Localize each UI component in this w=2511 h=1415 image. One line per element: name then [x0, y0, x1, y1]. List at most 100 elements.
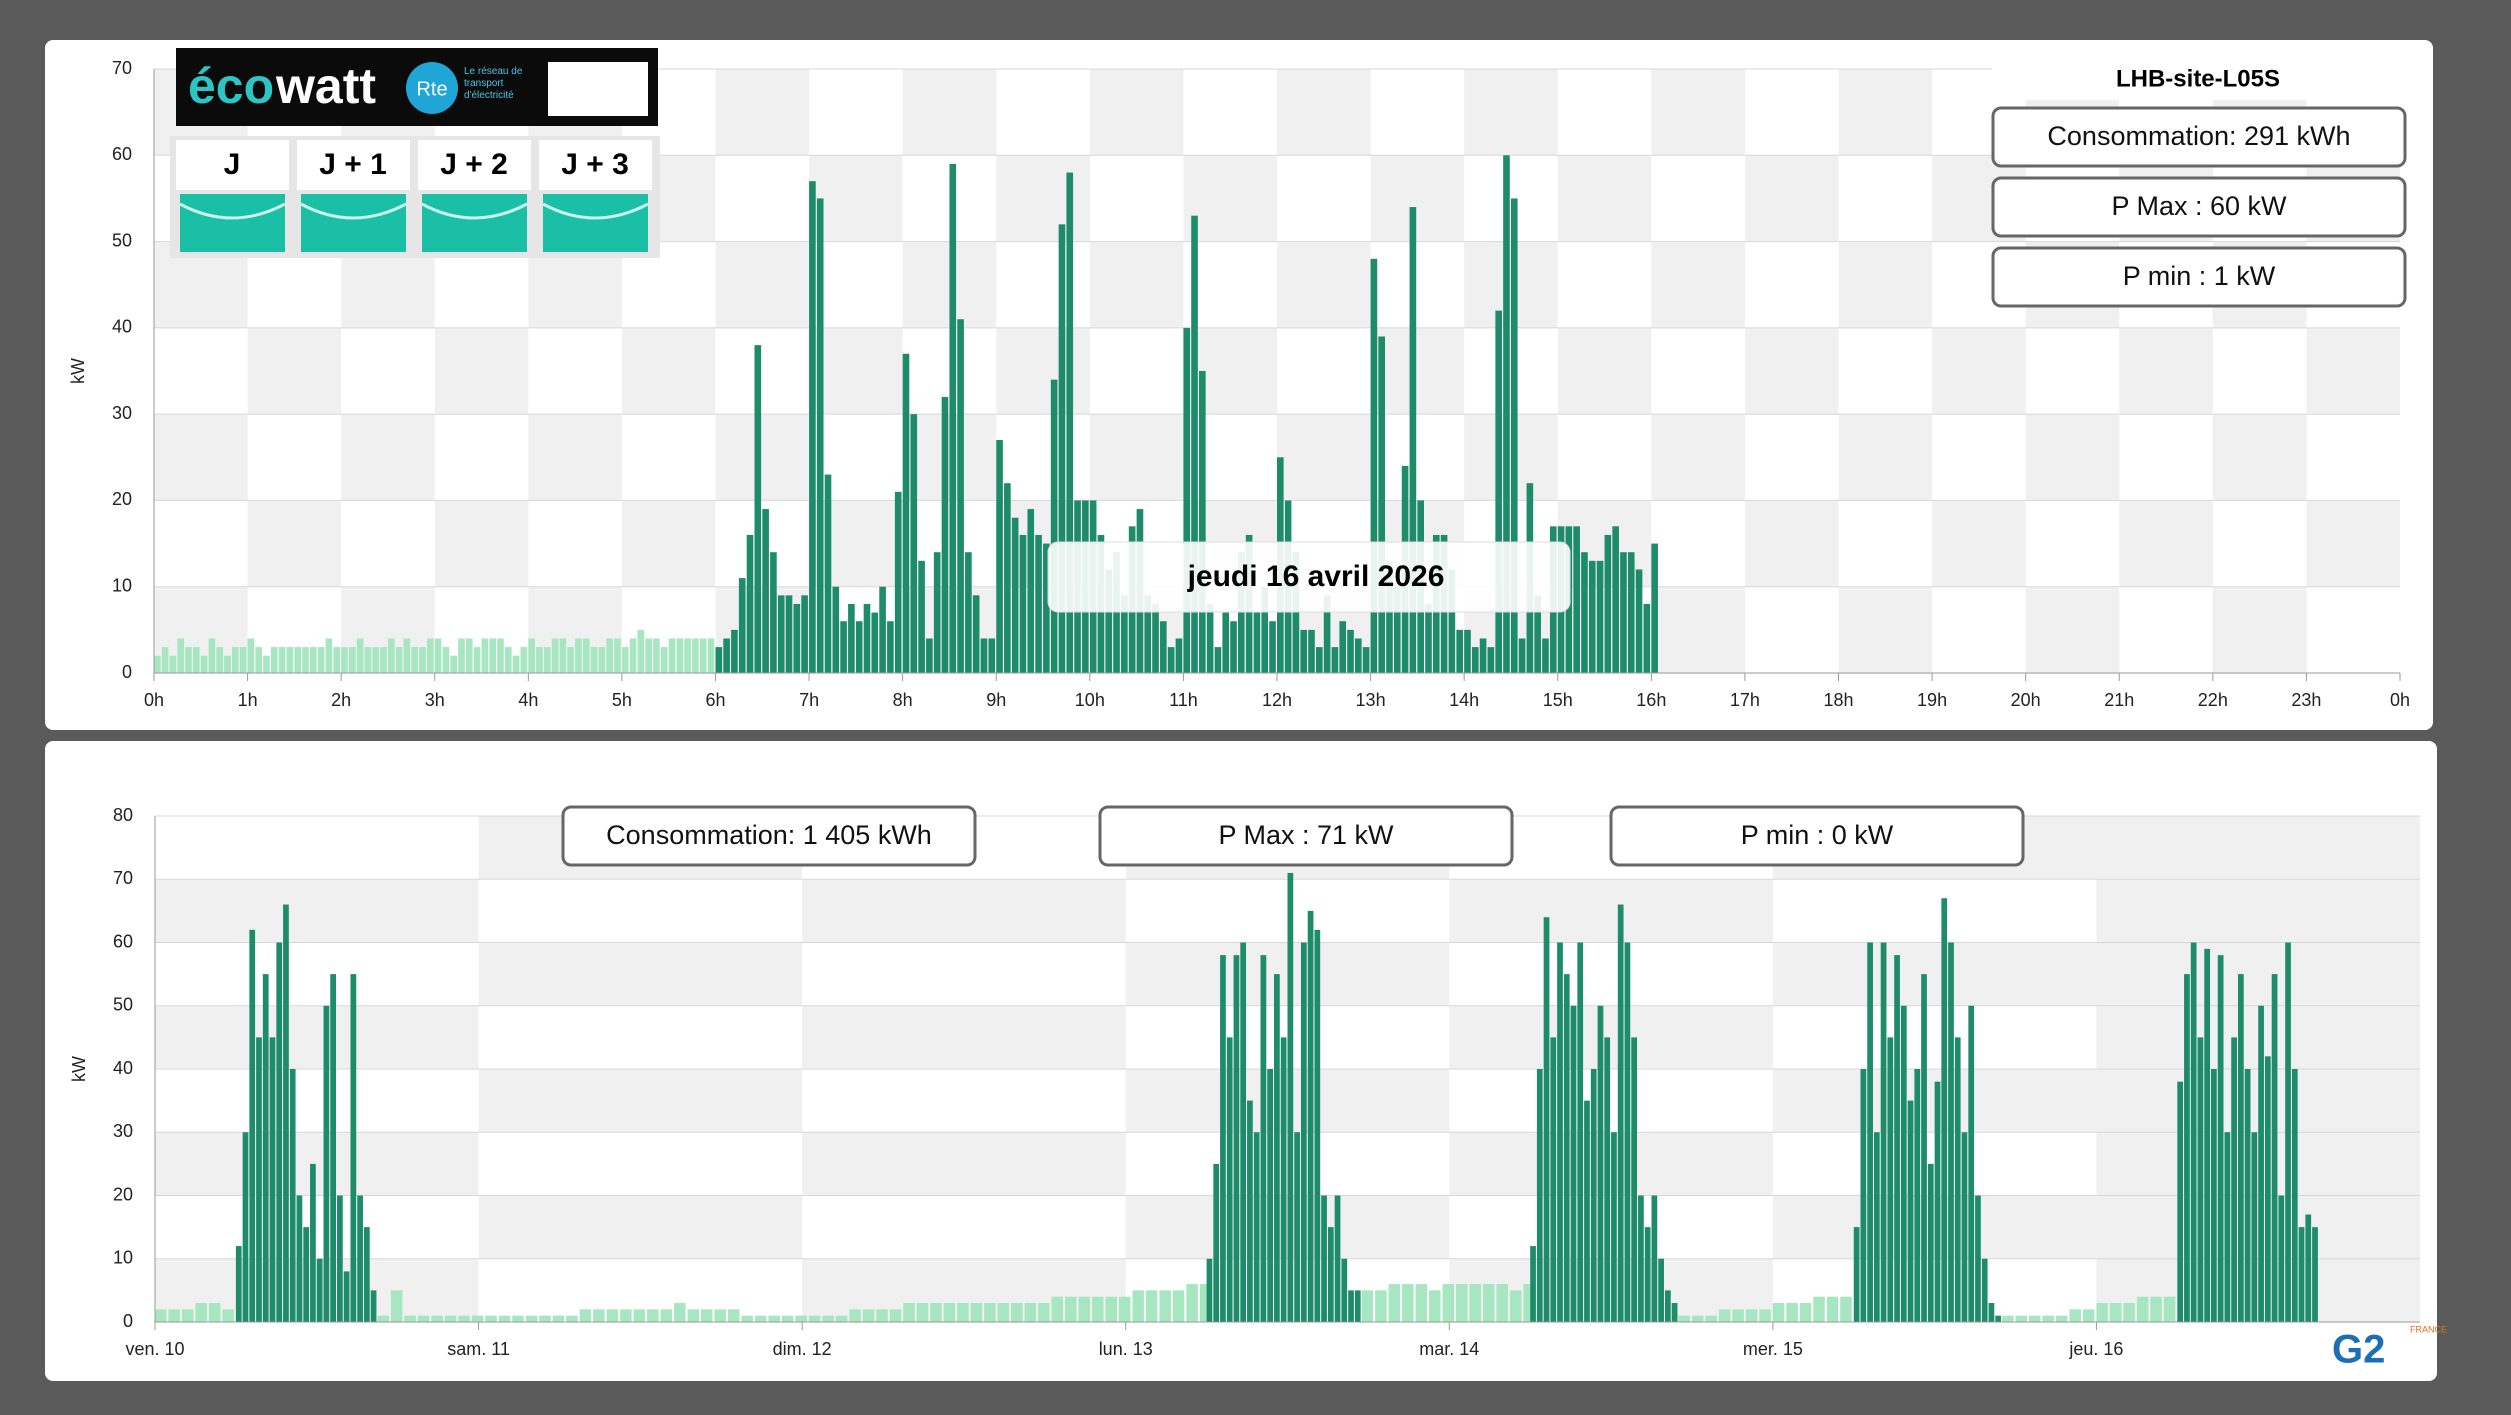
plot-band: [1932, 586, 2026, 673]
bar: [417, 1315, 430, 1322]
bar: [1570, 1005, 1577, 1322]
bar: [768, 1315, 780, 1322]
bar: [1813, 1296, 1825, 1322]
x-tick-label: 4h: [518, 690, 538, 710]
day-label: J: [224, 148, 241, 181]
plot-band: [715, 155, 810, 242]
bar: [1496, 1284, 1508, 1322]
bar: [849, 1309, 861, 1322]
bar: [795, 1315, 807, 1322]
bar: [2029, 1315, 2041, 1322]
bar: [1448, 569, 1456, 673]
day-signal: [543, 194, 648, 252]
bar: [1004, 483, 1011, 673]
bar: [645, 638, 652, 673]
bar: [1300, 942, 1307, 1322]
bar: [1334, 1195, 1341, 1322]
x-tick-label: 19h: [1917, 690, 1947, 710]
bar: [1584, 1100, 1590, 1322]
bar: [1482, 1284, 1495, 1322]
bar: [1577, 942, 1584, 1322]
bar: [566, 1315, 578, 1322]
plot-band: [478, 1005, 803, 1069]
bar: [1894, 955, 1900, 1322]
plot-band: [621, 414, 716, 501]
bar: [348, 647, 356, 673]
plot-band: [1464, 327, 1558, 415]
x-tick-label: jeu. 16: [2068, 1339, 2123, 1359]
plot-band: [1449, 942, 1773, 1006]
bar: [1617, 904, 1624, 1322]
bar: [738, 578, 746, 673]
rte-tagline-box: Le réseau de transport d'électricité: [464, 66, 522, 101]
bar: [1261, 586, 1269, 673]
bar: [1240, 942, 1247, 1322]
bar: [1341, 1258, 1348, 1322]
plot-band: [478, 1132, 803, 1196]
bar: [1826, 1296, 1839, 1322]
plot-band: [2212, 327, 2307, 415]
bar: [1853, 1227, 1860, 1322]
y-tick-label: 30: [113, 1121, 133, 1141]
bar: [2271, 974, 2278, 1322]
plot-band: [1838, 155, 1933, 242]
bar: [1643, 603, 1651, 673]
bar: [1718, 1309, 1731, 1322]
day-header: [539, 140, 652, 190]
bar: [2163, 1296, 2176, 1322]
plot-band: [1932, 414, 2026, 501]
bar: [1590, 1069, 1597, 1322]
bar: [195, 1303, 207, 1322]
stat-box: [1098, 805, 1514, 867]
bar: [1160, 621, 1167, 673]
y-axis-label: kW: [69, 1056, 89, 1082]
bar: [1914, 1069, 1921, 1322]
bar: [957, 1303, 969, 1322]
day-signal: [180, 194, 285, 252]
bar: [2285, 942, 2291, 1322]
stat-text: P Max : 60 kW: [2111, 191, 2287, 221]
y-tick-label: 40: [113, 1058, 133, 1078]
rte-logo: [406, 62, 458, 114]
bar: [363, 1227, 370, 1322]
bar: [1280, 1037, 1287, 1322]
bar: [208, 638, 216, 673]
x-tick-label: 20h: [2011, 690, 2041, 710]
bar: [247, 638, 255, 673]
day-label: J + 3: [561, 148, 629, 181]
bar: [471, 1315, 484, 1322]
bar: [303, 1227, 310, 1322]
bar: [1469, 1284, 1481, 1322]
bar: [809, 181, 816, 673]
bar: [1019, 534, 1027, 673]
day-signal: [422, 194, 527, 252]
bar: [1934, 1081, 1941, 1322]
bar: [481, 638, 489, 673]
bar: [1354, 638, 1362, 673]
bar: [816, 198, 824, 673]
bar: [2224, 1132, 2231, 1322]
stat-text: Consommation: 1 405 kWh: [606, 820, 932, 850]
bar: [1186, 1284, 1198, 1322]
bar: [957, 319, 964, 673]
day-header: [297, 140, 410, 190]
y-tick-label: 70: [113, 868, 133, 888]
bar: [1058, 224, 1066, 674]
bar: [598, 647, 606, 673]
bar: [1542, 638, 1549, 673]
bar: [278, 647, 286, 673]
bar: [1671, 1303, 1678, 1322]
bar: [1563, 974, 1570, 1322]
bar: [1159, 1290, 1171, 1322]
bar: [699, 638, 707, 673]
x-tick-label: 23h: [2291, 690, 2321, 710]
bar: [168, 1309, 180, 1322]
y-tick-label: 50: [112, 230, 132, 250]
bar: [1172, 1290, 1185, 1322]
plot-band: [802, 1195, 1126, 1259]
x-tick-label: 18h: [1823, 690, 1853, 710]
bar: [442, 647, 450, 673]
bar: [1543, 917, 1550, 1322]
plot-band: [715, 327, 810, 415]
